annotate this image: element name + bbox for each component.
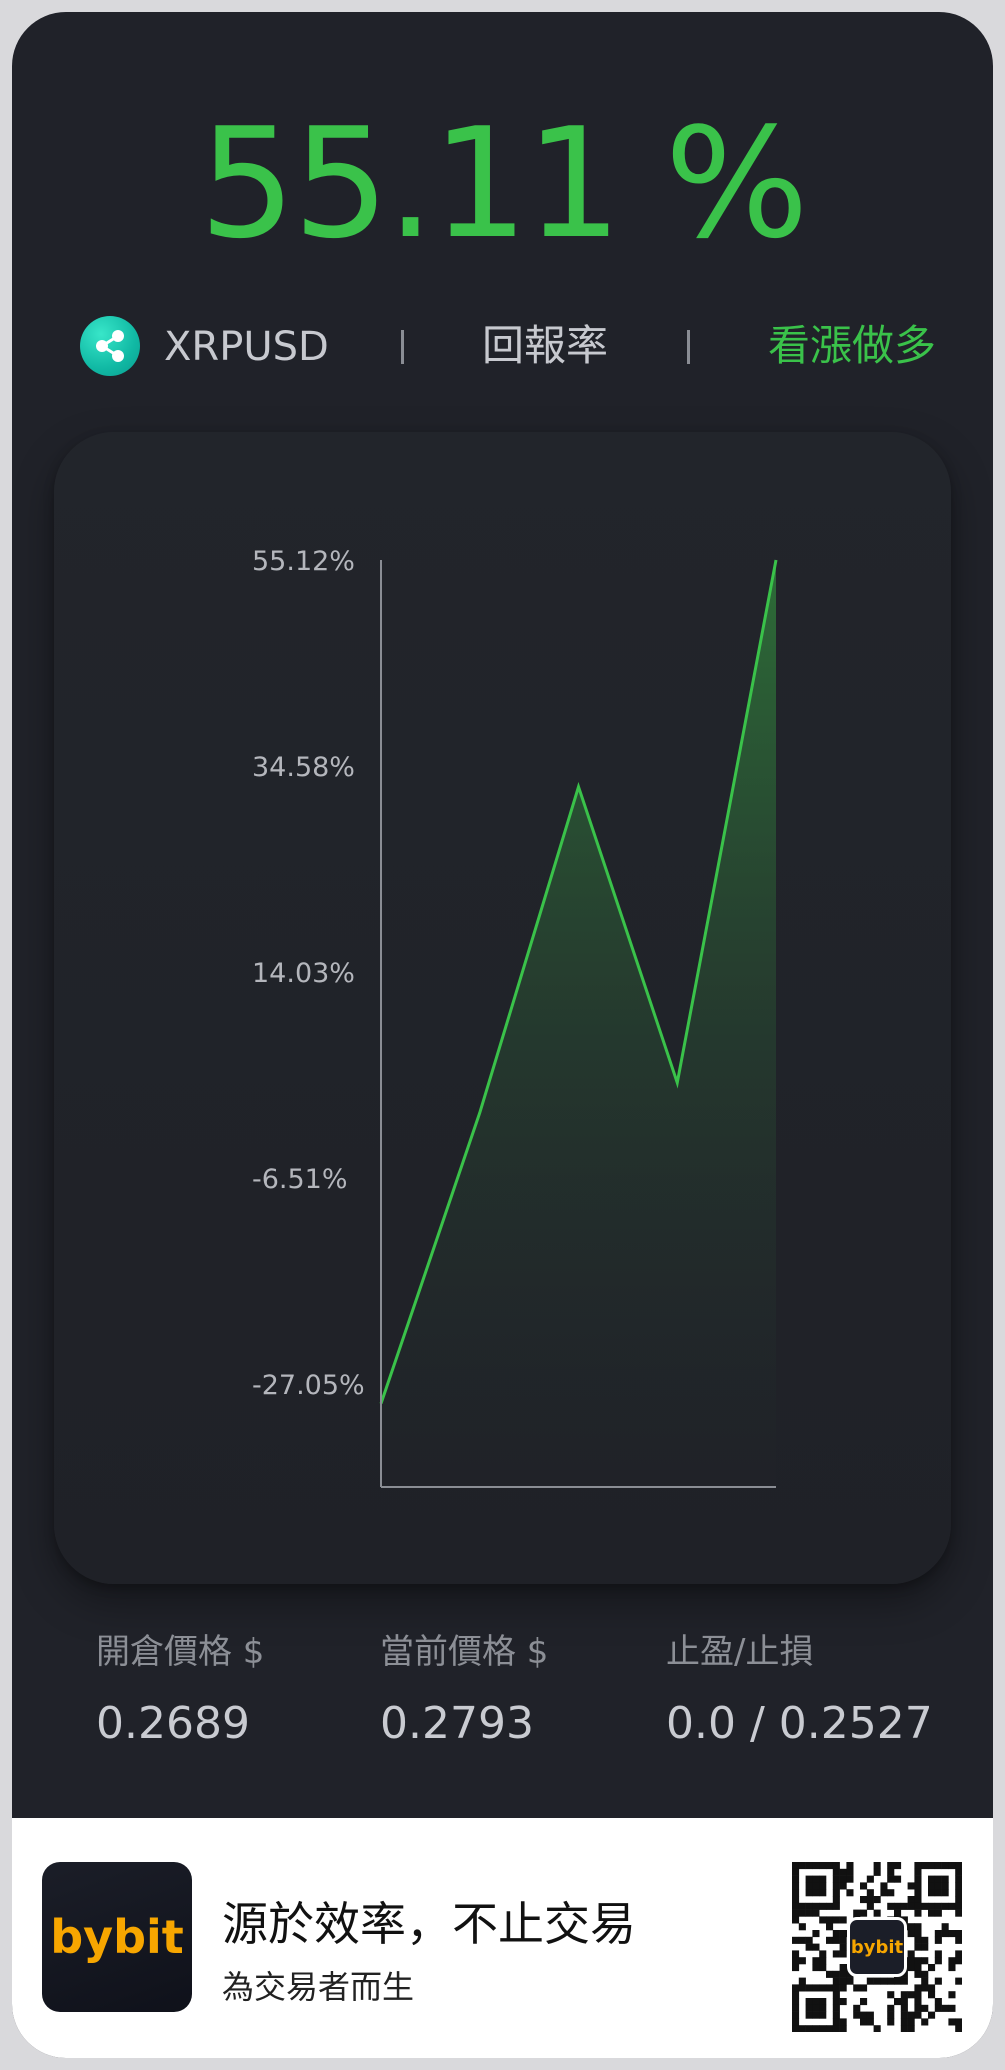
- promo-footer: bybit 源於效率，不止交易 為交易者而生 bybit: [12, 1818, 993, 2058]
- position-info-row: XRPUSD 回報率 看漲做多: [80, 312, 946, 382]
- return-chart: 55.12% 34.58% 14.03% -6.51% -27.05%: [54, 432, 951, 1584]
- current-price-stat: 當前價格 $ 0.2793: [380, 1632, 548, 1750]
- tp-sl-value: 0.0 / 0.2527: [666, 1698, 933, 1749]
- sub-slogan: 為交易者而生: [222, 1968, 415, 2006]
- y-tick-label: 14.03%: [252, 958, 355, 989]
- direction-label: 看漲做多: [768, 321, 937, 370]
- bybit-logo: bybit: [42, 1862, 192, 2012]
- chart-canvas: 55.12% 34.58% 14.03% -6.51% -27.05%: [252, 546, 778, 1488]
- tp-sl-label: 止盈/止損: [666, 1632, 814, 1672]
- divider: [401, 330, 404, 364]
- entry-price-label: 開倉價格 $: [96, 1632, 265, 1672]
- current-price-value: 0.2793: [380, 1698, 534, 1749]
- y-tick-label: -27.05%: [252, 1370, 365, 1401]
- chart-series-line: [379, 559, 778, 1405]
- y-tick-label: -6.51%: [252, 1164, 348, 1195]
- xrp-coin-icon: [80, 316, 140, 376]
- slogan: 源於效率，不止交易: [222, 1897, 636, 1951]
- chart-area-fill: [381, 560, 776, 1487]
- share-card: 55.11 % XRPUSD 回報率 看漲做多 55.12% 34.: [12, 12, 993, 2058]
- trading-pair: XRPUSD: [164, 324, 329, 370]
- divider: [687, 330, 690, 364]
- entry-price-value: 0.2689: [96, 1698, 250, 1749]
- current-price-label: 當前價格 $: [380, 1632, 549, 1672]
- y-tick-label: 55.12%: [252, 546, 355, 577]
- bybit-logo-text: bybit: [50, 1910, 184, 1964]
- qr-bybit-text: bybit: [850, 1937, 904, 1958]
- entry-price-stat: 開倉價格 $ 0.2689: [96, 1632, 264, 1750]
- y-tick-label: 34.58%: [252, 752, 355, 783]
- tp-sl-stat: 止盈/止損 0.0 / 0.2527: [666, 1632, 933, 1750]
- return-percentage: 55.11 %: [199, 95, 809, 272]
- qr-code-icon[interactable]: bybit: [792, 1862, 963, 2033]
- qr-bybit-logo: bybit: [847, 1917, 907, 1977]
- position-stats: 開倉價格 $ 0.2689 當前價格 $ 0.2793 止盈/止損 0.0 / …: [12, 1632, 993, 1772]
- metric-label: 回報率: [482, 321, 609, 370]
